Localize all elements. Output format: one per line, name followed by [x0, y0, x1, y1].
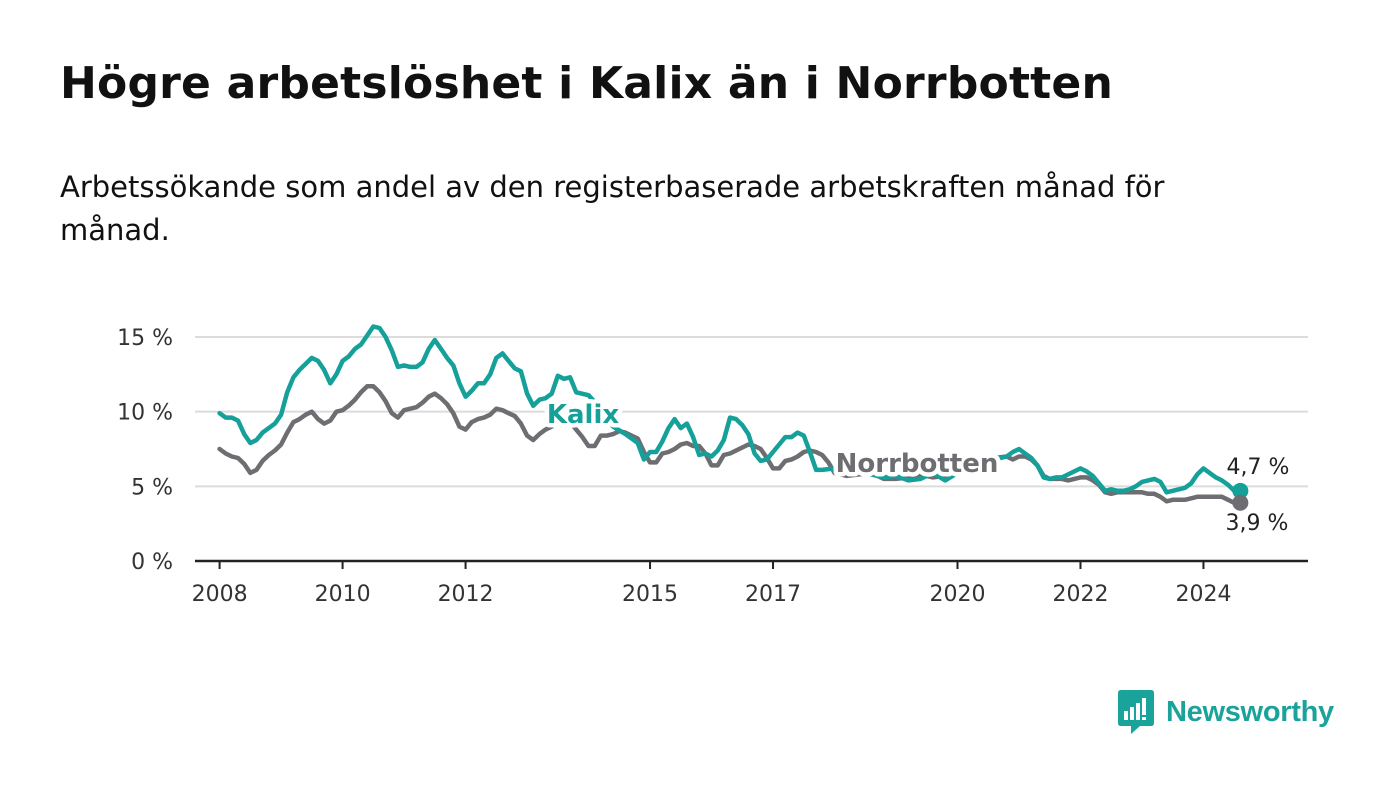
axis-layer: 0 % 5 % 10 % 15 % 2008 2010 2012 2015 2017 2020 20… — [117, 326, 1308, 607]
chart-title: Högre arbetslöshet i Kalix än i Norrbott… — [60, 58, 1113, 109]
x-tick-label: 2015 — [622, 582, 678, 607]
y-tick-label: 10 % — [117, 401, 173, 426]
end-point-norrbotten — [1232, 494, 1249, 511]
newsworthy-logo-icon — [1118, 690, 1154, 734]
series-layer — [217, 324, 1249, 511]
newsworthy-logo[interactable]: Newsworthy — [1118, 690, 1334, 734]
x-tick-label: 2017 — [745, 582, 801, 607]
x-tick-label: 2024 — [1175, 582, 1231, 607]
newsworthy-wordmark: Newsworthy — [1166, 695, 1334, 728]
y-tick-label: 0 % — [131, 550, 173, 575]
y-tick-label: 5 % — [131, 475, 173, 500]
y-tick-label: 15 % — [117, 326, 173, 351]
x-tick-label: 2012 — [438, 582, 494, 607]
series-line-norrbotten — [217, 384, 1243, 506]
x-tick-label: 2010 — [315, 582, 371, 607]
chart-subtitle: Arbetssökande som andel av den registerb… — [60, 170, 1165, 247]
series-label-kalix: Kalix — [547, 400, 620, 430]
x-tick-label: 2008 — [192, 582, 248, 607]
label-layer: Kalix Norrbotten 4,7 % 3,9 % — [542, 396, 1292, 540]
x-tick-label: 2020 — [929, 582, 985, 607]
grid-layer — [195, 336, 1308, 488]
series-line-kalix — [217, 324, 1243, 495]
x-tick-label: 2022 — [1052, 582, 1108, 607]
series-label-norrbotten: Norrbotten — [836, 449, 999, 479]
end-value-label-norrbotten: 3,9 % — [1226, 511, 1289, 536]
end-value-label-kalix: 4,7 % — [1227, 455, 1290, 480]
end-point-kalix — [1232, 482, 1249, 499]
